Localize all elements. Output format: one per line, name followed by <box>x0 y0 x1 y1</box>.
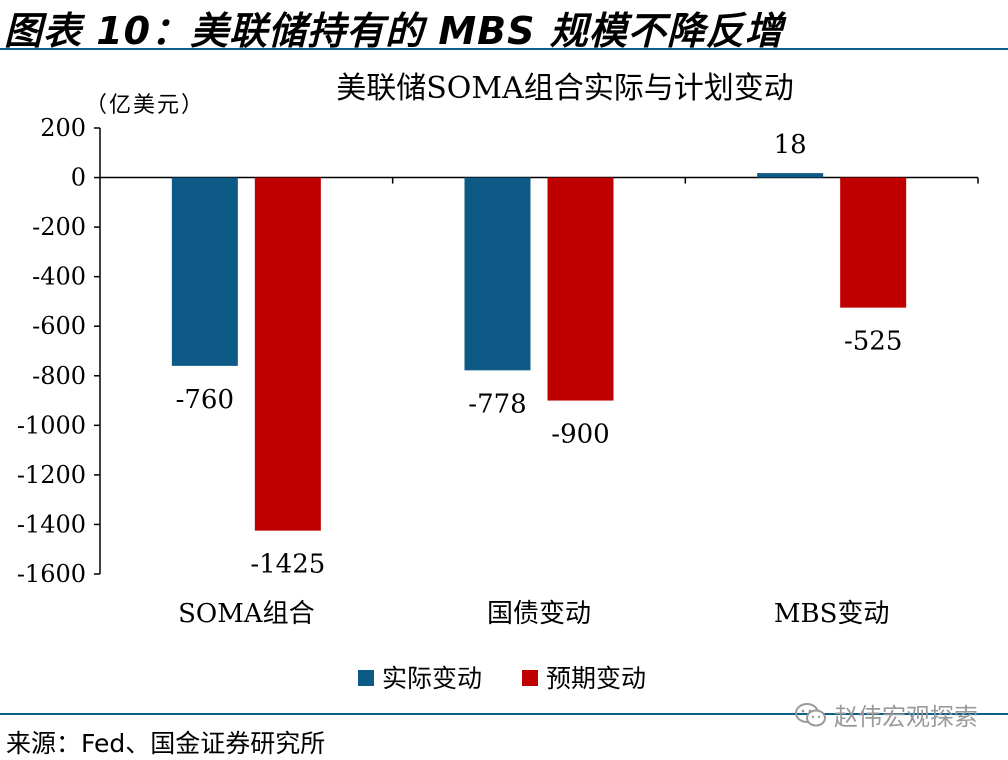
bar-planned <box>547 177 614 401</box>
axes: 200 0 -200 -400 -600 -800 -1000 -1200 -1400 -1600… <box>17 114 979 629</box>
y-tick-label: -200 <box>32 213 86 241</box>
top-divider <box>0 48 1008 50</box>
chart-title: 美联储SOMA组合实际与计划变动 <box>336 71 794 106</box>
watermark-text: 赵伟宏观探索 <box>834 703 978 731</box>
y-tick-label: -600 <box>32 312 86 340</box>
bar-planned <box>840 177 907 308</box>
y-tick-label: -1400 <box>17 510 86 538</box>
data-label: -525 <box>844 327 902 357</box>
legend-label: 实际变动 <box>382 664 482 693</box>
data-label: -760 <box>176 385 234 415</box>
data-label: -900 <box>551 420 609 450</box>
source-note: 来源：Fed、国金证券研究所 <box>6 729 326 758</box>
y-tick-label: -1200 <box>17 461 86 489</box>
data-label: 18 <box>774 130 807 160</box>
legend: 实际变动 预期变动 <box>358 664 646 693</box>
bar-actual <box>171 177 238 366</box>
x-tick-label: 国债变动 <box>487 599 591 629</box>
x-tick-label: MBS变动 <box>774 599 890 629</box>
unit-label: （亿美元） <box>85 93 205 118</box>
y-tick-label: 0 <box>71 164 86 192</box>
y-tick-label: -800 <box>32 362 86 390</box>
bar-actual <box>757 173 824 178</box>
bar-chart: 美联储SOMA组合实际与计划变动 （亿美元） 200 0 -200 -400 -600 -… <box>17 71 979 693</box>
bar-actual <box>464 177 531 371</box>
legend-swatch <box>522 670 538 686</box>
wechat-icon <box>795 702 826 726</box>
y-tick-label: -1600 <box>17 560 86 588</box>
bottom-divider <box>0 713 1008 715</box>
y-tick-label: -400 <box>32 263 86 291</box>
figure-title: 图表 10：美联储持有的 MBS 规模不降反增 <box>4 9 784 53</box>
legend-swatch <box>358 670 374 686</box>
chart-area: 美联储SOMA组合实际与计划变动 （亿美元） 200 0 -200 -400 -600 -… <box>0 60 1008 700</box>
watermark: 赵伟宏观探索 <box>794 697 978 732</box>
x-tick-label: SOMA组合 <box>178 599 315 629</box>
data-label: -778 <box>468 389 526 419</box>
legend-label: 预期变动 <box>546 664 646 693</box>
bars <box>171 173 907 531</box>
data-label: -1425 <box>250 550 325 580</box>
y-tick-label: -1000 <box>17 411 86 439</box>
y-tick-label: 200 <box>40 114 86 142</box>
data-labels: -760 -1425 -778 -900 18 -525 <box>176 130 903 580</box>
bar-planned <box>254 177 321 531</box>
